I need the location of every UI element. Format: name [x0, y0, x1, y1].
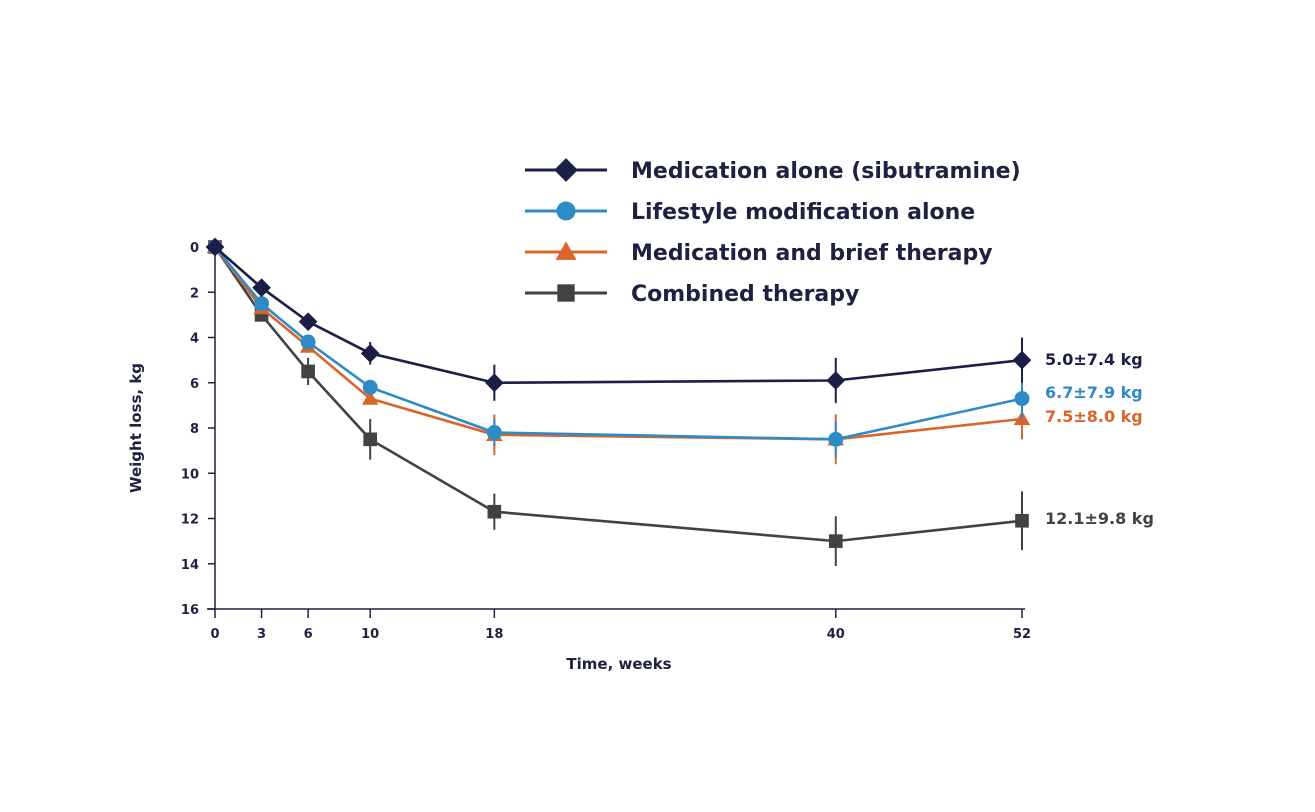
x-tick-label: 3 [257, 627, 266, 642]
x-tick-label: 52 [1013, 627, 1031, 642]
end-value-label: 7.5±8.0 kg [1045, 407, 1143, 426]
legend-label: Combined therapy [631, 282, 859, 307]
circle-marker [486, 425, 502, 441]
x-tick-label: 6 [304, 627, 313, 642]
y-tick-label: 0 [190, 241, 199, 256]
y-tick-label: 8 [190, 422, 199, 437]
legend-entry: Medication and brief therapy [525, 241, 993, 266]
square-marker [557, 284, 575, 302]
series-circle [207, 239, 1030, 458]
legend-entry: Lifestyle modification alone [525, 200, 975, 225]
series-line [213, 246, 1023, 543]
x-tick-label: 40 [827, 627, 845, 642]
legend: Medication alone (sibutramine) Lifestyle … [525, 158, 1021, 307]
square-marker [828, 534, 843, 548]
series-line [213, 246, 1023, 441]
end-value-label: 6.7±7.9 kg [1045, 383, 1143, 402]
series-diamond [205, 237, 1032, 404]
x-ticks: 0 3 6 10 18 40 52 [210, 609, 1031, 642]
x-tick-label: 18 [485, 627, 503, 642]
triangle-marker [361, 390, 379, 405]
legend-label: Medication and brief therapy [631, 241, 993, 266]
square-marker [363, 432, 378, 447]
circle-marker [556, 201, 576, 221]
circle-marker [362, 379, 378, 395]
triangle-marker [555, 241, 577, 260]
y-tick-label: 14 [181, 558, 199, 573]
axes [207, 247, 1025, 610]
diamond-marker [826, 371, 846, 390]
x-tick-label: 0 [210, 627, 219, 642]
y-tick-label: 16 [181, 603, 199, 618]
legend-entry: Medication alone (sibutramine) [525, 158, 1021, 184]
diamond-marker [298, 312, 318, 332]
end-labels: 5.0±7.4 kg 6.7±7.9 kg 7.5±8.0 kg 12.1±9.8 k… [1045, 350, 1154, 528]
y-tick-label: 2 [190, 286, 199, 301]
x-tick-label: 10 [361, 627, 379, 642]
end-value-label: 12.1±9.8 kg [1045, 509, 1154, 528]
diamond-marker [1012, 350, 1032, 370]
circle-marker [254, 296, 270, 312]
diamond-marker [484, 373, 504, 393]
end-value-label: 5.0±7.4 kg [1045, 350, 1143, 369]
series-square [208, 240, 1029, 567]
y-ticks: 0 2 4 6 8 10 12 14 16 [181, 241, 215, 618]
circle-marker [828, 431, 844, 447]
circle-marker [300, 334, 316, 350]
square-marker [487, 504, 502, 519]
legend-label: Lifestyle modification alone [631, 200, 975, 225]
diamond-marker [205, 237, 225, 257]
legend-entry: Combined therapy [525, 282, 859, 307]
y-tick-label: 12 [181, 513, 199, 528]
y-tick-label: 10 [181, 467, 199, 482]
x-axis-title: Time, weeks [566, 655, 671, 673]
square-marker [301, 364, 315, 379]
series-line [213, 246, 1023, 441]
y-tick-label: 4 [190, 332, 199, 347]
circle-marker [1014, 391, 1030, 407]
diamond-marker [554, 158, 578, 182]
legend-label: Medication alone (sibutramine) [631, 159, 1021, 184]
series-layer [205, 237, 1032, 567]
diamond-marker [252, 278, 271, 298]
y-axis-title: Weight loss, kg [127, 363, 145, 493]
series-triangle [206, 238, 1031, 465]
y-tick-label: 6 [190, 377, 199, 392]
square-marker [1015, 513, 1029, 528]
diamond-marker [360, 343, 380, 363]
